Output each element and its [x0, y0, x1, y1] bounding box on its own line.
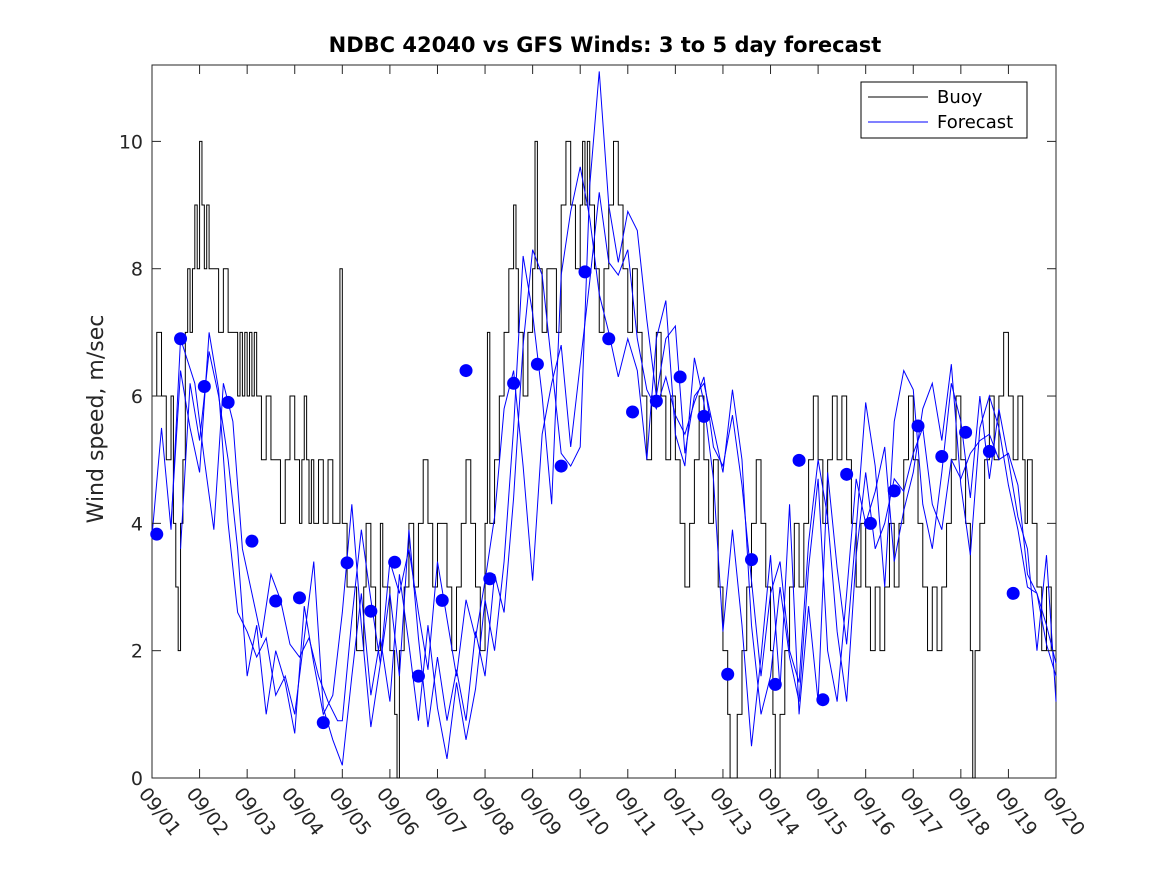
x-tick-label: 09/05: [324, 784, 375, 841]
forecast-marker: [388, 555, 402, 569]
series-layer: [151, 71, 1057, 779]
forecast-series-line: [180, 71, 1057, 734]
forecast-marker: [483, 572, 497, 586]
forecast-marker: [554, 459, 568, 473]
forecast-marker: [721, 667, 735, 681]
forecast-marker: [507, 376, 521, 390]
forecast-marker: [150, 527, 164, 541]
y-axis-label: Wind speed, m/sec: [84, 315, 109, 524]
y-tick-label: 4: [131, 513, 143, 535]
forecast-series-line: [170, 166, 1057, 766]
axes-frame: [151, 64, 1057, 779]
x-tick-label: 09/13: [705, 784, 756, 841]
forecast-marker: [768, 677, 782, 691]
legend-buoy-label: Buoy: [937, 87, 983, 108]
forecast-marker: [364, 604, 378, 618]
forecast-marker: [792, 453, 806, 467]
forecast-marker: [911, 419, 925, 433]
forecast-marker: [411, 669, 425, 683]
forecast-marker: [578, 265, 592, 279]
y-tick-label: 10: [119, 131, 143, 153]
x-tick-label: 09/04: [277, 784, 328, 841]
buoy-series-line: [152, 140, 1056, 779]
forecast-marker: [840, 467, 854, 481]
forecast-marker: [673, 370, 687, 384]
forecast-marker: [269, 594, 283, 608]
x-tick-label: 09/15: [800, 784, 851, 841]
forecast-marker: [816, 693, 830, 707]
forecast-marker: [174, 332, 188, 346]
forecast-marker: [935, 450, 949, 464]
x-tick-label: 09/11: [610, 784, 661, 841]
forecast-marker: [1006, 586, 1020, 600]
x-tick-label: 09/14: [753, 784, 804, 841]
forecast-marker: [221, 395, 235, 409]
forecast-marker: [697, 409, 711, 423]
forecast-marker: [316, 716, 330, 730]
y-tick-label: 6: [131, 386, 143, 408]
forecast-marker: [649, 394, 663, 408]
x-tick-label: 09/03: [229, 784, 280, 841]
legend-box: [860, 81, 1028, 139]
x-tick-label: 09/17: [895, 784, 946, 841]
x-tick-label: 09/01: [134, 784, 185, 841]
y-tick-label: 2: [131, 641, 143, 663]
forecast-marker: [530, 357, 544, 371]
forecast-marker: [245, 534, 259, 548]
x-tick-label: 09/07: [420, 784, 471, 841]
chart-title: NDBC 42040 vs GFS Winds: 3 to 5 day fore…: [329, 33, 882, 57]
x-tick-label: 09/19: [990, 784, 1041, 841]
x-tick-label: 09/08: [467, 784, 518, 841]
y-tick-label: 8: [131, 259, 143, 281]
forecast-marker: [982, 444, 996, 458]
forecast-marker: [959, 425, 973, 439]
x-tick-label: 09/09: [515, 784, 566, 841]
legend-forecast-label: Forecast: [937, 112, 1013, 133]
forecast-marker: [744, 553, 758, 567]
marker-layer: [150, 265, 1020, 730]
y-tick-label: 0: [131, 768, 143, 790]
x-tick-label: 09/18: [943, 784, 994, 841]
forecast-series-line: [151, 192, 1057, 722]
forecast-marker: [863, 516, 877, 530]
forecast-marker: [887, 484, 901, 498]
legend: Buoy Forecast: [860, 81, 1028, 139]
x-tick-label: 09/06: [372, 784, 423, 841]
forecast-marker: [626, 405, 640, 419]
forecast-marker: [435, 593, 449, 607]
forecast-marker: [602, 332, 616, 346]
forecast-marker: [459, 364, 473, 378]
forecast-marker: [197, 379, 211, 393]
x-tick-label: 09/02: [182, 784, 233, 841]
forecast-marker: [340, 556, 354, 570]
x-tick-label: 09/10: [562, 784, 613, 841]
x-tick-label: 09/12: [657, 784, 708, 841]
x-tick-label: 09/16: [848, 784, 899, 841]
forecast-marker: [292, 591, 306, 605]
x-tick-label: 09/20: [1038, 784, 1089, 841]
plot-area-frame: [151, 64, 1057, 779]
